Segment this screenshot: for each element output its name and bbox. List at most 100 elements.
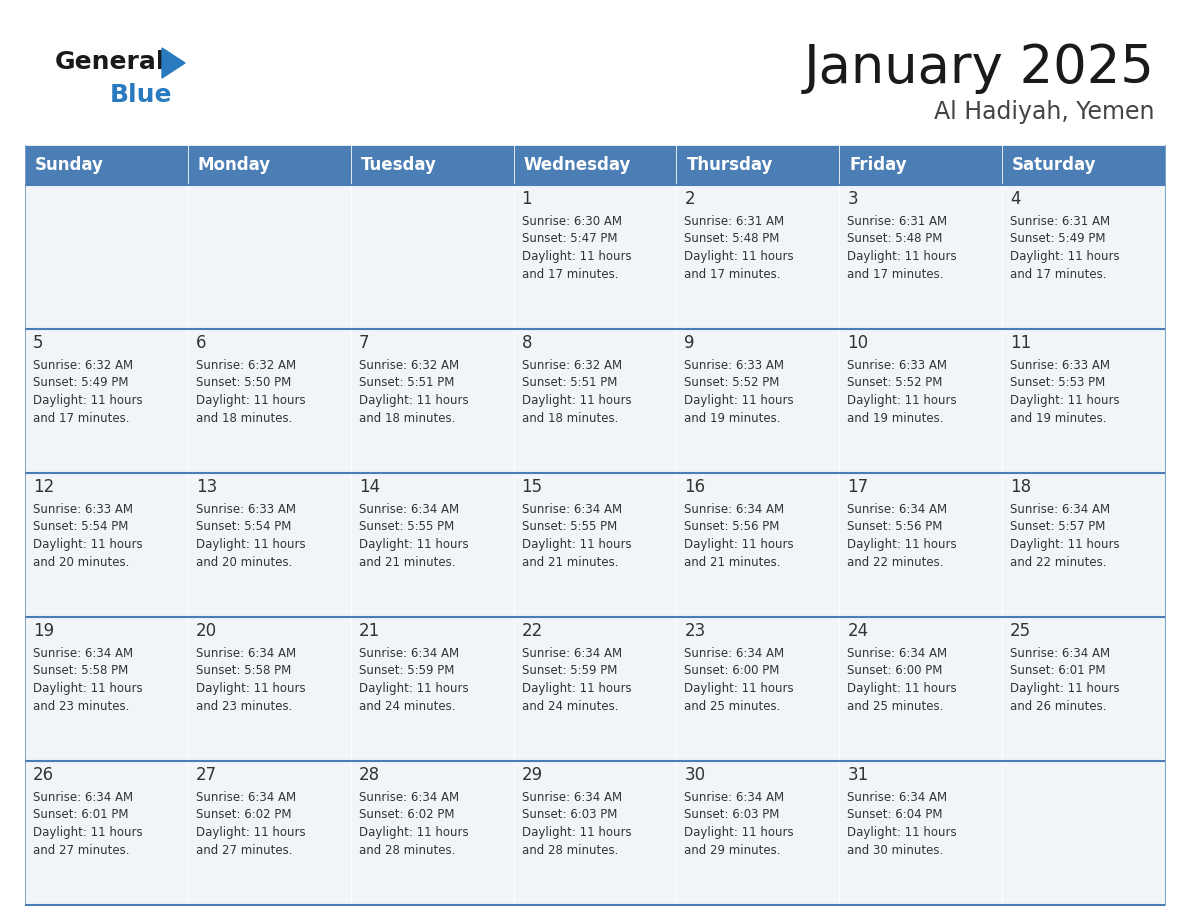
Text: 21: 21: [359, 622, 380, 640]
FancyBboxPatch shape: [839, 329, 1003, 473]
FancyBboxPatch shape: [188, 329, 350, 473]
Text: Sunrise: 6:33 AM
Sunset: 5:53 PM
Daylight: 11 hours
and 19 minutes.: Sunrise: 6:33 AM Sunset: 5:53 PM Dayligh…: [1010, 359, 1120, 424]
Text: Saturday: Saturday: [1012, 156, 1097, 174]
Text: January 2025: January 2025: [804, 42, 1155, 94]
Text: 20: 20: [196, 622, 217, 640]
Text: Sunrise: 6:34 AM
Sunset: 6:03 PM
Daylight: 11 hours
and 28 minutes.: Sunrise: 6:34 AM Sunset: 6:03 PM Dayligh…: [522, 791, 631, 856]
Text: Sunrise: 6:32 AM
Sunset: 5:50 PM
Daylight: 11 hours
and 18 minutes.: Sunrise: 6:32 AM Sunset: 5:50 PM Dayligh…: [196, 359, 305, 424]
Text: Sunrise: 6:32 AM
Sunset: 5:51 PM
Daylight: 11 hours
and 18 minutes.: Sunrise: 6:32 AM Sunset: 5:51 PM Dayligh…: [359, 359, 468, 424]
Text: 17: 17: [847, 478, 868, 496]
FancyBboxPatch shape: [25, 185, 188, 329]
Text: Sunrise: 6:33 AM
Sunset: 5:52 PM
Daylight: 11 hours
and 19 minutes.: Sunrise: 6:33 AM Sunset: 5:52 PM Dayligh…: [847, 359, 956, 424]
Text: Sunrise: 6:32 AM
Sunset: 5:49 PM
Daylight: 11 hours
and 17 minutes.: Sunrise: 6:32 AM Sunset: 5:49 PM Dayligh…: [33, 359, 143, 424]
Text: Wednesday: Wednesday: [524, 156, 631, 174]
Text: Sunrise: 6:34 AM
Sunset: 5:59 PM
Daylight: 11 hours
and 24 minutes.: Sunrise: 6:34 AM Sunset: 5:59 PM Dayligh…: [522, 647, 631, 712]
FancyBboxPatch shape: [1003, 761, 1165, 905]
FancyBboxPatch shape: [350, 761, 513, 905]
FancyBboxPatch shape: [513, 473, 676, 617]
Text: 6: 6: [196, 334, 207, 352]
Text: 2: 2: [684, 190, 695, 208]
Text: 11: 11: [1010, 334, 1031, 352]
FancyBboxPatch shape: [350, 617, 513, 761]
Text: Blue: Blue: [110, 83, 172, 107]
Text: 7: 7: [359, 334, 369, 352]
FancyBboxPatch shape: [839, 617, 1003, 761]
Text: General: General: [55, 50, 165, 74]
Text: 22: 22: [522, 622, 543, 640]
Text: 14: 14: [359, 478, 380, 496]
FancyBboxPatch shape: [1003, 617, 1165, 761]
Text: Friday: Friday: [849, 156, 906, 174]
FancyBboxPatch shape: [25, 761, 188, 905]
Text: Sunrise: 6:31 AM
Sunset: 5:49 PM
Daylight: 11 hours
and 17 minutes.: Sunrise: 6:31 AM Sunset: 5:49 PM Dayligh…: [1010, 215, 1120, 281]
Text: 27: 27: [196, 766, 217, 784]
Text: 23: 23: [684, 622, 706, 640]
FancyBboxPatch shape: [839, 185, 1003, 329]
FancyBboxPatch shape: [1003, 145, 1165, 185]
FancyBboxPatch shape: [676, 761, 839, 905]
Text: Sunrise: 6:34 AM
Sunset: 5:56 PM
Daylight: 11 hours
and 21 minutes.: Sunrise: 6:34 AM Sunset: 5:56 PM Dayligh…: [684, 503, 794, 568]
Text: Tuesday: Tuesday: [361, 156, 436, 174]
FancyBboxPatch shape: [188, 473, 350, 617]
Text: 18: 18: [1010, 478, 1031, 496]
FancyBboxPatch shape: [839, 761, 1003, 905]
Text: 12: 12: [33, 478, 55, 496]
FancyBboxPatch shape: [1003, 329, 1165, 473]
Text: Sunrise: 6:34 AM
Sunset: 5:58 PM
Daylight: 11 hours
and 23 minutes.: Sunrise: 6:34 AM Sunset: 5:58 PM Dayligh…: [33, 647, 143, 712]
Text: 31: 31: [847, 766, 868, 784]
FancyBboxPatch shape: [676, 473, 839, 617]
FancyBboxPatch shape: [350, 329, 513, 473]
FancyBboxPatch shape: [676, 617, 839, 761]
Text: 1: 1: [522, 190, 532, 208]
Text: Al Hadiyah, Yemen: Al Hadiyah, Yemen: [935, 100, 1155, 124]
FancyBboxPatch shape: [513, 145, 676, 185]
FancyBboxPatch shape: [188, 617, 350, 761]
FancyBboxPatch shape: [513, 761, 676, 905]
Text: Sunrise: 6:34 AM
Sunset: 5:57 PM
Daylight: 11 hours
and 22 minutes.: Sunrise: 6:34 AM Sunset: 5:57 PM Dayligh…: [1010, 503, 1120, 568]
Polygon shape: [162, 48, 185, 78]
FancyBboxPatch shape: [839, 473, 1003, 617]
FancyBboxPatch shape: [188, 145, 350, 185]
FancyBboxPatch shape: [839, 145, 1003, 185]
Text: Sunrise: 6:33 AM
Sunset: 5:52 PM
Daylight: 11 hours
and 19 minutes.: Sunrise: 6:33 AM Sunset: 5:52 PM Dayligh…: [684, 359, 794, 424]
Text: Sunrise: 6:31 AM
Sunset: 5:48 PM
Daylight: 11 hours
and 17 minutes.: Sunrise: 6:31 AM Sunset: 5:48 PM Dayligh…: [847, 215, 956, 281]
Text: 13: 13: [196, 478, 217, 496]
Text: Sunrise: 6:33 AM
Sunset: 5:54 PM
Daylight: 11 hours
and 20 minutes.: Sunrise: 6:33 AM Sunset: 5:54 PM Dayligh…: [33, 503, 143, 568]
Text: 25: 25: [1010, 622, 1031, 640]
Text: Sunrise: 6:34 AM
Sunset: 5:55 PM
Daylight: 11 hours
and 21 minutes.: Sunrise: 6:34 AM Sunset: 5:55 PM Dayligh…: [359, 503, 468, 568]
Text: Sunrise: 6:34 AM
Sunset: 6:00 PM
Daylight: 11 hours
and 25 minutes.: Sunrise: 6:34 AM Sunset: 6:00 PM Dayligh…: [684, 647, 794, 712]
FancyBboxPatch shape: [1003, 473, 1165, 617]
FancyBboxPatch shape: [676, 145, 839, 185]
FancyBboxPatch shape: [676, 185, 839, 329]
FancyBboxPatch shape: [188, 761, 350, 905]
FancyBboxPatch shape: [25, 473, 188, 617]
Text: Sunrise: 6:34 AM
Sunset: 6:02 PM
Daylight: 11 hours
and 27 minutes.: Sunrise: 6:34 AM Sunset: 6:02 PM Dayligh…: [196, 791, 305, 856]
Text: Sunrise: 6:34 AM
Sunset: 6:02 PM
Daylight: 11 hours
and 28 minutes.: Sunrise: 6:34 AM Sunset: 6:02 PM Dayligh…: [359, 791, 468, 856]
FancyBboxPatch shape: [25, 329, 188, 473]
Text: 9: 9: [684, 334, 695, 352]
FancyBboxPatch shape: [188, 185, 350, 329]
Text: Sunday: Sunday: [34, 156, 103, 174]
FancyBboxPatch shape: [25, 617, 188, 761]
Text: 8: 8: [522, 334, 532, 352]
Text: 19: 19: [33, 622, 55, 640]
Text: 15: 15: [522, 478, 543, 496]
Text: Sunrise: 6:34 AM
Sunset: 5:58 PM
Daylight: 11 hours
and 23 minutes.: Sunrise: 6:34 AM Sunset: 5:58 PM Dayligh…: [196, 647, 305, 712]
Text: 3: 3: [847, 190, 858, 208]
Text: 28: 28: [359, 766, 380, 784]
Text: 10: 10: [847, 334, 868, 352]
Text: 30: 30: [684, 766, 706, 784]
Text: Thursday: Thursday: [687, 156, 773, 174]
Text: 16: 16: [684, 478, 706, 496]
Text: Sunrise: 6:34 AM
Sunset: 5:55 PM
Daylight: 11 hours
and 21 minutes.: Sunrise: 6:34 AM Sunset: 5:55 PM Dayligh…: [522, 503, 631, 568]
Text: Sunrise: 6:30 AM
Sunset: 5:47 PM
Daylight: 11 hours
and 17 minutes.: Sunrise: 6:30 AM Sunset: 5:47 PM Dayligh…: [522, 215, 631, 281]
FancyBboxPatch shape: [513, 329, 676, 473]
Text: Sunrise: 6:34 AM
Sunset: 5:56 PM
Daylight: 11 hours
and 22 minutes.: Sunrise: 6:34 AM Sunset: 5:56 PM Dayligh…: [847, 503, 956, 568]
FancyBboxPatch shape: [676, 329, 839, 473]
Text: Sunrise: 6:34 AM
Sunset: 6:01 PM
Daylight: 11 hours
and 26 minutes.: Sunrise: 6:34 AM Sunset: 6:01 PM Dayligh…: [1010, 647, 1120, 712]
Text: Sunrise: 6:34 AM
Sunset: 6:03 PM
Daylight: 11 hours
and 29 minutes.: Sunrise: 6:34 AM Sunset: 6:03 PM Dayligh…: [684, 791, 794, 856]
FancyBboxPatch shape: [350, 145, 513, 185]
Text: Sunrise: 6:34 AM
Sunset: 6:00 PM
Daylight: 11 hours
and 25 minutes.: Sunrise: 6:34 AM Sunset: 6:00 PM Dayligh…: [847, 647, 956, 712]
FancyBboxPatch shape: [350, 185, 513, 329]
FancyBboxPatch shape: [25, 145, 188, 185]
